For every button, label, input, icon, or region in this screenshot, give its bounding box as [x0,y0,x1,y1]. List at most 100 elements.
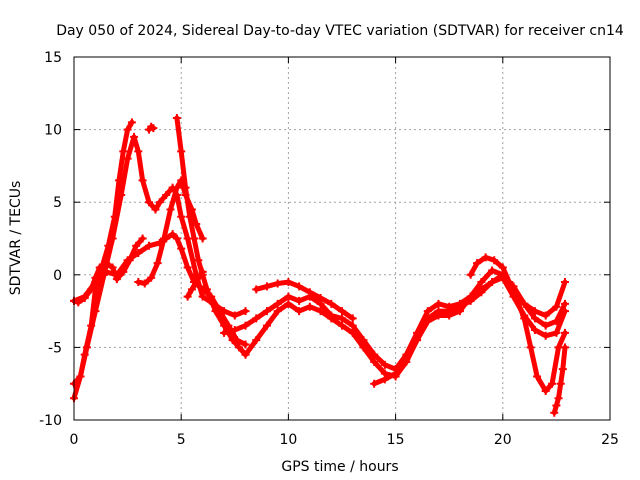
data-point-marker [207,292,216,301]
data-point-marker [541,331,550,340]
series-line [185,269,206,300]
x-tick-label: 15 [387,432,405,448]
data-point-marker [262,321,271,330]
y-tick-label: 5 [53,195,62,211]
data-point-marker [273,279,282,288]
data-point-marker [172,234,181,243]
data-point-marker [295,282,304,291]
data-point-marker [338,314,346,323]
data-point-marker [488,278,497,287]
data-point-marker [262,307,271,316]
data-point-marker [177,147,186,156]
data-point-marker [552,328,561,337]
data-point-marker [145,241,154,250]
data-point-marker [380,360,389,369]
data-series-track [145,122,158,134]
data-point-marker [119,267,128,276]
data-point-marker [380,375,389,384]
axis-ticks: 0 5 10 15 20 25 -10 -5 0 5 10 15 [39,50,619,448]
data-point-marker [370,357,379,366]
data-point-marker [252,285,261,294]
data-point-marker [198,285,207,294]
data-series-track [70,118,136,388]
x-axis-label: GPS time / hours [281,459,398,475]
data-point-marker [177,176,186,185]
data-point-marker [198,267,207,276]
x-tick-label: 10 [279,432,297,448]
data-point-marker [348,328,357,337]
data-point-marker [102,259,111,268]
data-point-marker [198,234,207,243]
data-point-marker [215,307,224,316]
data-point-marker [127,118,136,127]
data-point-marker [160,234,169,243]
data-point-marker [224,321,233,330]
data-point-marker [327,299,336,308]
data-point-marker [235,343,244,352]
data-point-marker [466,292,475,301]
data-point-marker [102,267,111,276]
data-point-marker [473,259,482,268]
data-point-marker [241,340,250,349]
y-tick-label: -10 [39,413,62,429]
data-point-marker [130,132,139,141]
data-point-marker [232,336,241,345]
data-point-marker [316,294,325,303]
data-point-marker [370,379,379,388]
data-point-marker [125,256,134,265]
data-point-marker [434,311,443,320]
data-point-marker [190,234,199,243]
data-point-marker [194,256,203,265]
data-point-marker [550,408,559,417]
data-point-marker [560,328,569,337]
data-point-marker [445,311,454,320]
data-point-marker [252,336,261,345]
data-point-marker [147,273,156,282]
data-point-marker [198,292,207,301]
data-series-track [370,266,569,388]
data-point-marker [187,285,196,294]
data-point-marker [295,296,304,305]
data-point-marker [183,263,192,272]
data-point-marker [183,292,192,301]
data-point-marker [151,205,160,214]
chart-title: Day 050 of 2024, Sidereal Day-to-day VTE… [56,23,624,39]
data-point-marker [155,198,164,207]
data-point-marker [262,282,271,291]
data-series-track [70,234,147,307]
data-point-marker [177,212,186,221]
data-point-marker [560,299,569,308]
plot-frame [73,56,611,421]
data-point-marker [220,328,229,337]
data-point-marker [498,270,507,279]
data-point-marker [558,365,567,374]
data-point-marker [91,273,100,282]
data-point-marker [284,292,293,301]
data-point-marker [241,350,250,359]
data-point-marker [348,321,357,330]
data-point-marker [520,299,529,308]
data-point-marker [520,314,529,323]
data-point-marker [359,343,368,352]
data-point-marker [552,302,561,311]
data-point-marker [338,307,346,316]
data-point-marker [305,288,314,297]
data-point-marker [138,176,147,185]
data-point-marker [230,311,239,320]
data-point-marker [166,205,175,214]
data-point-marker [541,386,550,395]
x-tick-label: 25 [601,432,619,448]
data-point-marker [530,307,539,316]
data-point-marker [187,205,196,214]
data-point-marker [138,234,147,243]
data-point-marker [526,343,535,352]
data-point-marker [560,343,569,352]
data-point-marker [76,372,85,381]
data-series-track [550,343,569,417]
y-axis-label: SDTVAR / TECUs [8,181,24,296]
data-point-marker [273,299,282,308]
data-point-marker [153,259,162,268]
data-point-marker [391,369,400,378]
data-point-marker [87,321,96,330]
data-point-marker [112,275,121,284]
